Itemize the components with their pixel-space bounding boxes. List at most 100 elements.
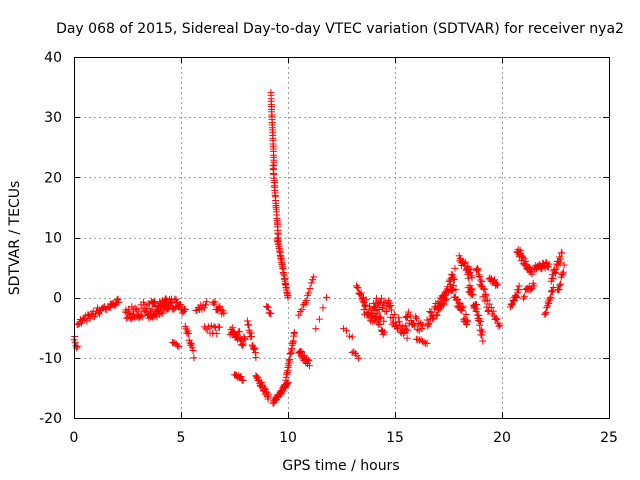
- data-point: [71, 338, 79, 346]
- data-point: [181, 306, 189, 314]
- data-point: [514, 289, 522, 297]
- data-point: [559, 268, 567, 276]
- data-point: [492, 314, 500, 322]
- data-point: [528, 270, 536, 278]
- data-point: [508, 300, 516, 308]
- data-point: [461, 258, 469, 266]
- data-point: [354, 284, 362, 292]
- data-point: [150, 298, 158, 306]
- data-point: [307, 279, 315, 287]
- data-point: [426, 308, 434, 316]
- data-point: [166, 299, 174, 307]
- x-tick-label: 5: [177, 430, 186, 446]
- data-point: [131, 304, 139, 312]
- data-point: [519, 253, 527, 261]
- data-point: [418, 324, 426, 332]
- y-tick-label: 10: [44, 231, 62, 247]
- data-point: [424, 320, 432, 328]
- data-point: [140, 298, 148, 306]
- data-point: [449, 286, 457, 294]
- data-point: [452, 286, 460, 294]
- data-point: [554, 286, 562, 294]
- data-point: [265, 390, 273, 398]
- data-point: [127, 315, 135, 323]
- x-tick-label: 10: [279, 430, 297, 446]
- data-point: [267, 309, 275, 317]
- data-point: [147, 307, 155, 315]
- data-point: [491, 276, 499, 284]
- data-point: [319, 304, 327, 312]
- data-point: [165, 302, 173, 310]
- data-point: [377, 298, 385, 306]
- data-point: [112, 300, 120, 308]
- data-point: [262, 385, 270, 393]
- data-point: [377, 294, 385, 302]
- data-point: [475, 271, 483, 279]
- data-point: [174, 342, 182, 350]
- data-point: [247, 329, 255, 337]
- data-point: [392, 318, 400, 326]
- data-point: [487, 304, 495, 312]
- data-point: [290, 329, 298, 337]
- data-point: [423, 339, 431, 347]
- data-point: [304, 357, 312, 365]
- data-point: [163, 306, 171, 314]
- data-point: [546, 294, 554, 302]
- chart-title: Day 068 of 2015, Sidereal Day-to-day VTE…: [56, 21, 624, 37]
- data-point: [96, 310, 104, 318]
- data-point: [254, 373, 262, 381]
- x-tick-label: 25: [600, 430, 618, 446]
- data-point: [479, 337, 487, 345]
- data-point: [250, 346, 258, 354]
- data-point: [300, 352, 308, 360]
- data-point: [245, 321, 253, 329]
- data-point: [175, 302, 183, 310]
- data-point: [413, 314, 421, 322]
- data-point: [489, 278, 497, 286]
- data-point: [536, 263, 544, 271]
- data-point: [406, 311, 414, 319]
- data-point: [404, 326, 412, 334]
- data-point: [377, 313, 385, 321]
- data-point: [556, 280, 564, 288]
- data-point: [522, 257, 530, 265]
- data-point: [459, 302, 467, 310]
- data-point: [134, 307, 142, 315]
- data-point: [412, 313, 420, 321]
- data-point: [552, 269, 560, 277]
- data-point: [448, 270, 456, 278]
- data-point: [114, 295, 122, 303]
- data-point: [395, 314, 403, 322]
- data-point: [496, 321, 504, 329]
- data-point: [211, 298, 219, 306]
- data-point: [480, 285, 488, 293]
- data-point: [559, 270, 567, 278]
- data-point: [387, 306, 395, 314]
- data-point: [547, 293, 555, 301]
- data-point: [454, 295, 462, 303]
- data-point: [358, 295, 366, 303]
- data-point: [374, 309, 382, 317]
- data-point: [348, 333, 356, 341]
- data-point: [460, 259, 468, 267]
- data-point: [430, 315, 438, 323]
- data-point: [158, 309, 166, 317]
- data-point: [516, 246, 524, 254]
- y-tick-labels: -20 -10 0 10 20 30 40: [39, 50, 62, 427]
- data-point: [512, 293, 520, 301]
- data-point: [483, 296, 491, 304]
- data-point: [409, 320, 417, 328]
- data-point: [551, 269, 559, 277]
- data-point: [530, 282, 538, 290]
- data-point: [395, 318, 403, 326]
- data-point: [138, 313, 146, 321]
- data-point: [560, 261, 568, 269]
- data-point: [513, 293, 521, 301]
- data-point: [188, 340, 196, 348]
- data-point: [495, 322, 503, 330]
- data-point: [264, 303, 272, 311]
- data-point: [433, 311, 441, 319]
- data-point: [364, 308, 372, 316]
- data-point: [239, 341, 247, 349]
